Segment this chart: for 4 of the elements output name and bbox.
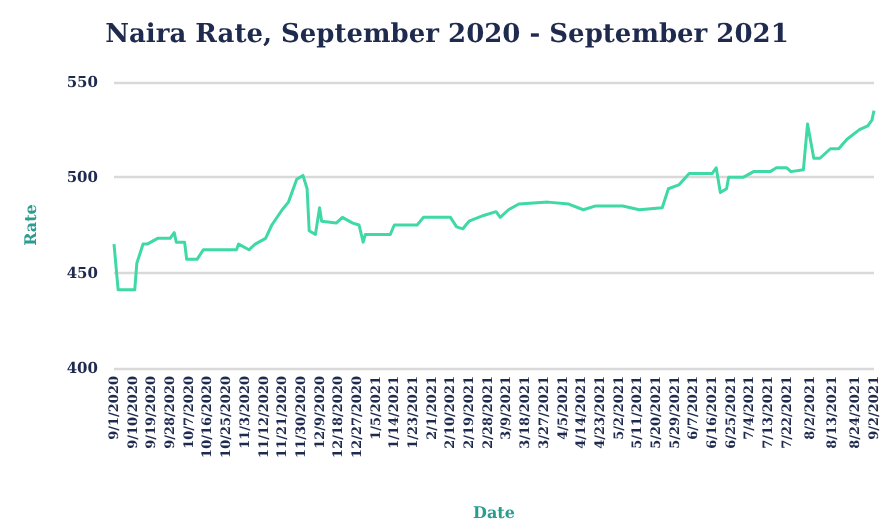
y-axis-title: Rate	[20, 204, 40, 246]
chart-title: Naira Rate, September 2020 - September 2021	[105, 20, 789, 50]
x-axis-title: Date	[473, 502, 515, 522]
line-series	[112, 109, 876, 292]
